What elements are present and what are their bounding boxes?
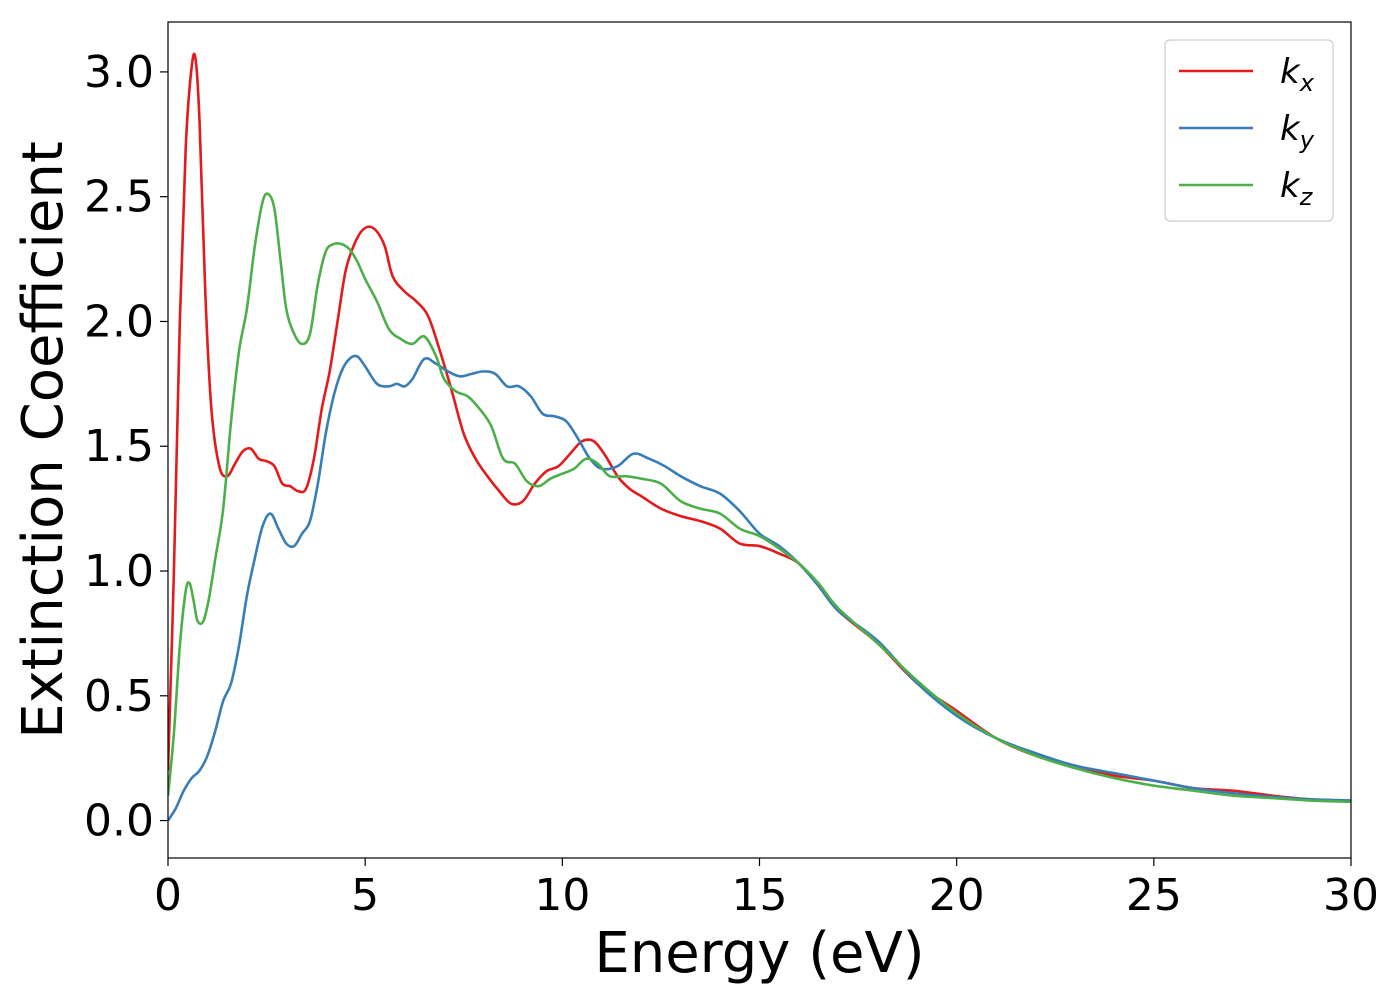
legend-box [1164,39,1334,222]
y-axis-label: Extinction Coefficient [11,141,76,739]
x-tick-label: 0 [154,870,182,921]
legend-label-ky: ky [1280,109,1315,154]
y-tick-label: 2.0 [84,296,154,347]
y-tick-label: 1.0 [84,546,154,597]
x-tick-label: 5 [351,870,379,921]
y-tick-label: 0.0 [84,796,154,847]
y-tick-label: 3.0 [84,47,154,98]
x-tick-label: 10 [534,870,590,921]
legend: kx ky kz [1164,39,1334,222]
x-axis-label: Energy (eV) [594,921,924,986]
y-tick-label: 1.5 [84,421,154,472]
x-tick-label: 25 [1126,870,1182,921]
x-tick-label: 30 [1323,870,1379,921]
y-tick-label: 0.5 [84,671,154,722]
legend-label-kx: kx [1280,52,1315,97]
x-tick-label: 15 [732,870,788,921]
series-lines [168,52,1351,822]
y-tick-label: 2.5 [84,172,154,223]
series-line-ky [168,354,1351,822]
y-axis-ticks: 0.0 0.5 1.0 1.5 2.0 2.5 3.0 [84,47,168,847]
series-line-kz [168,192,1351,804]
x-axis-ticks: 0 5 10 15 20 25 30 [154,858,1379,921]
x-tick-label: 20 [929,870,985,921]
legend-label-kz: kz [1280,166,1314,211]
